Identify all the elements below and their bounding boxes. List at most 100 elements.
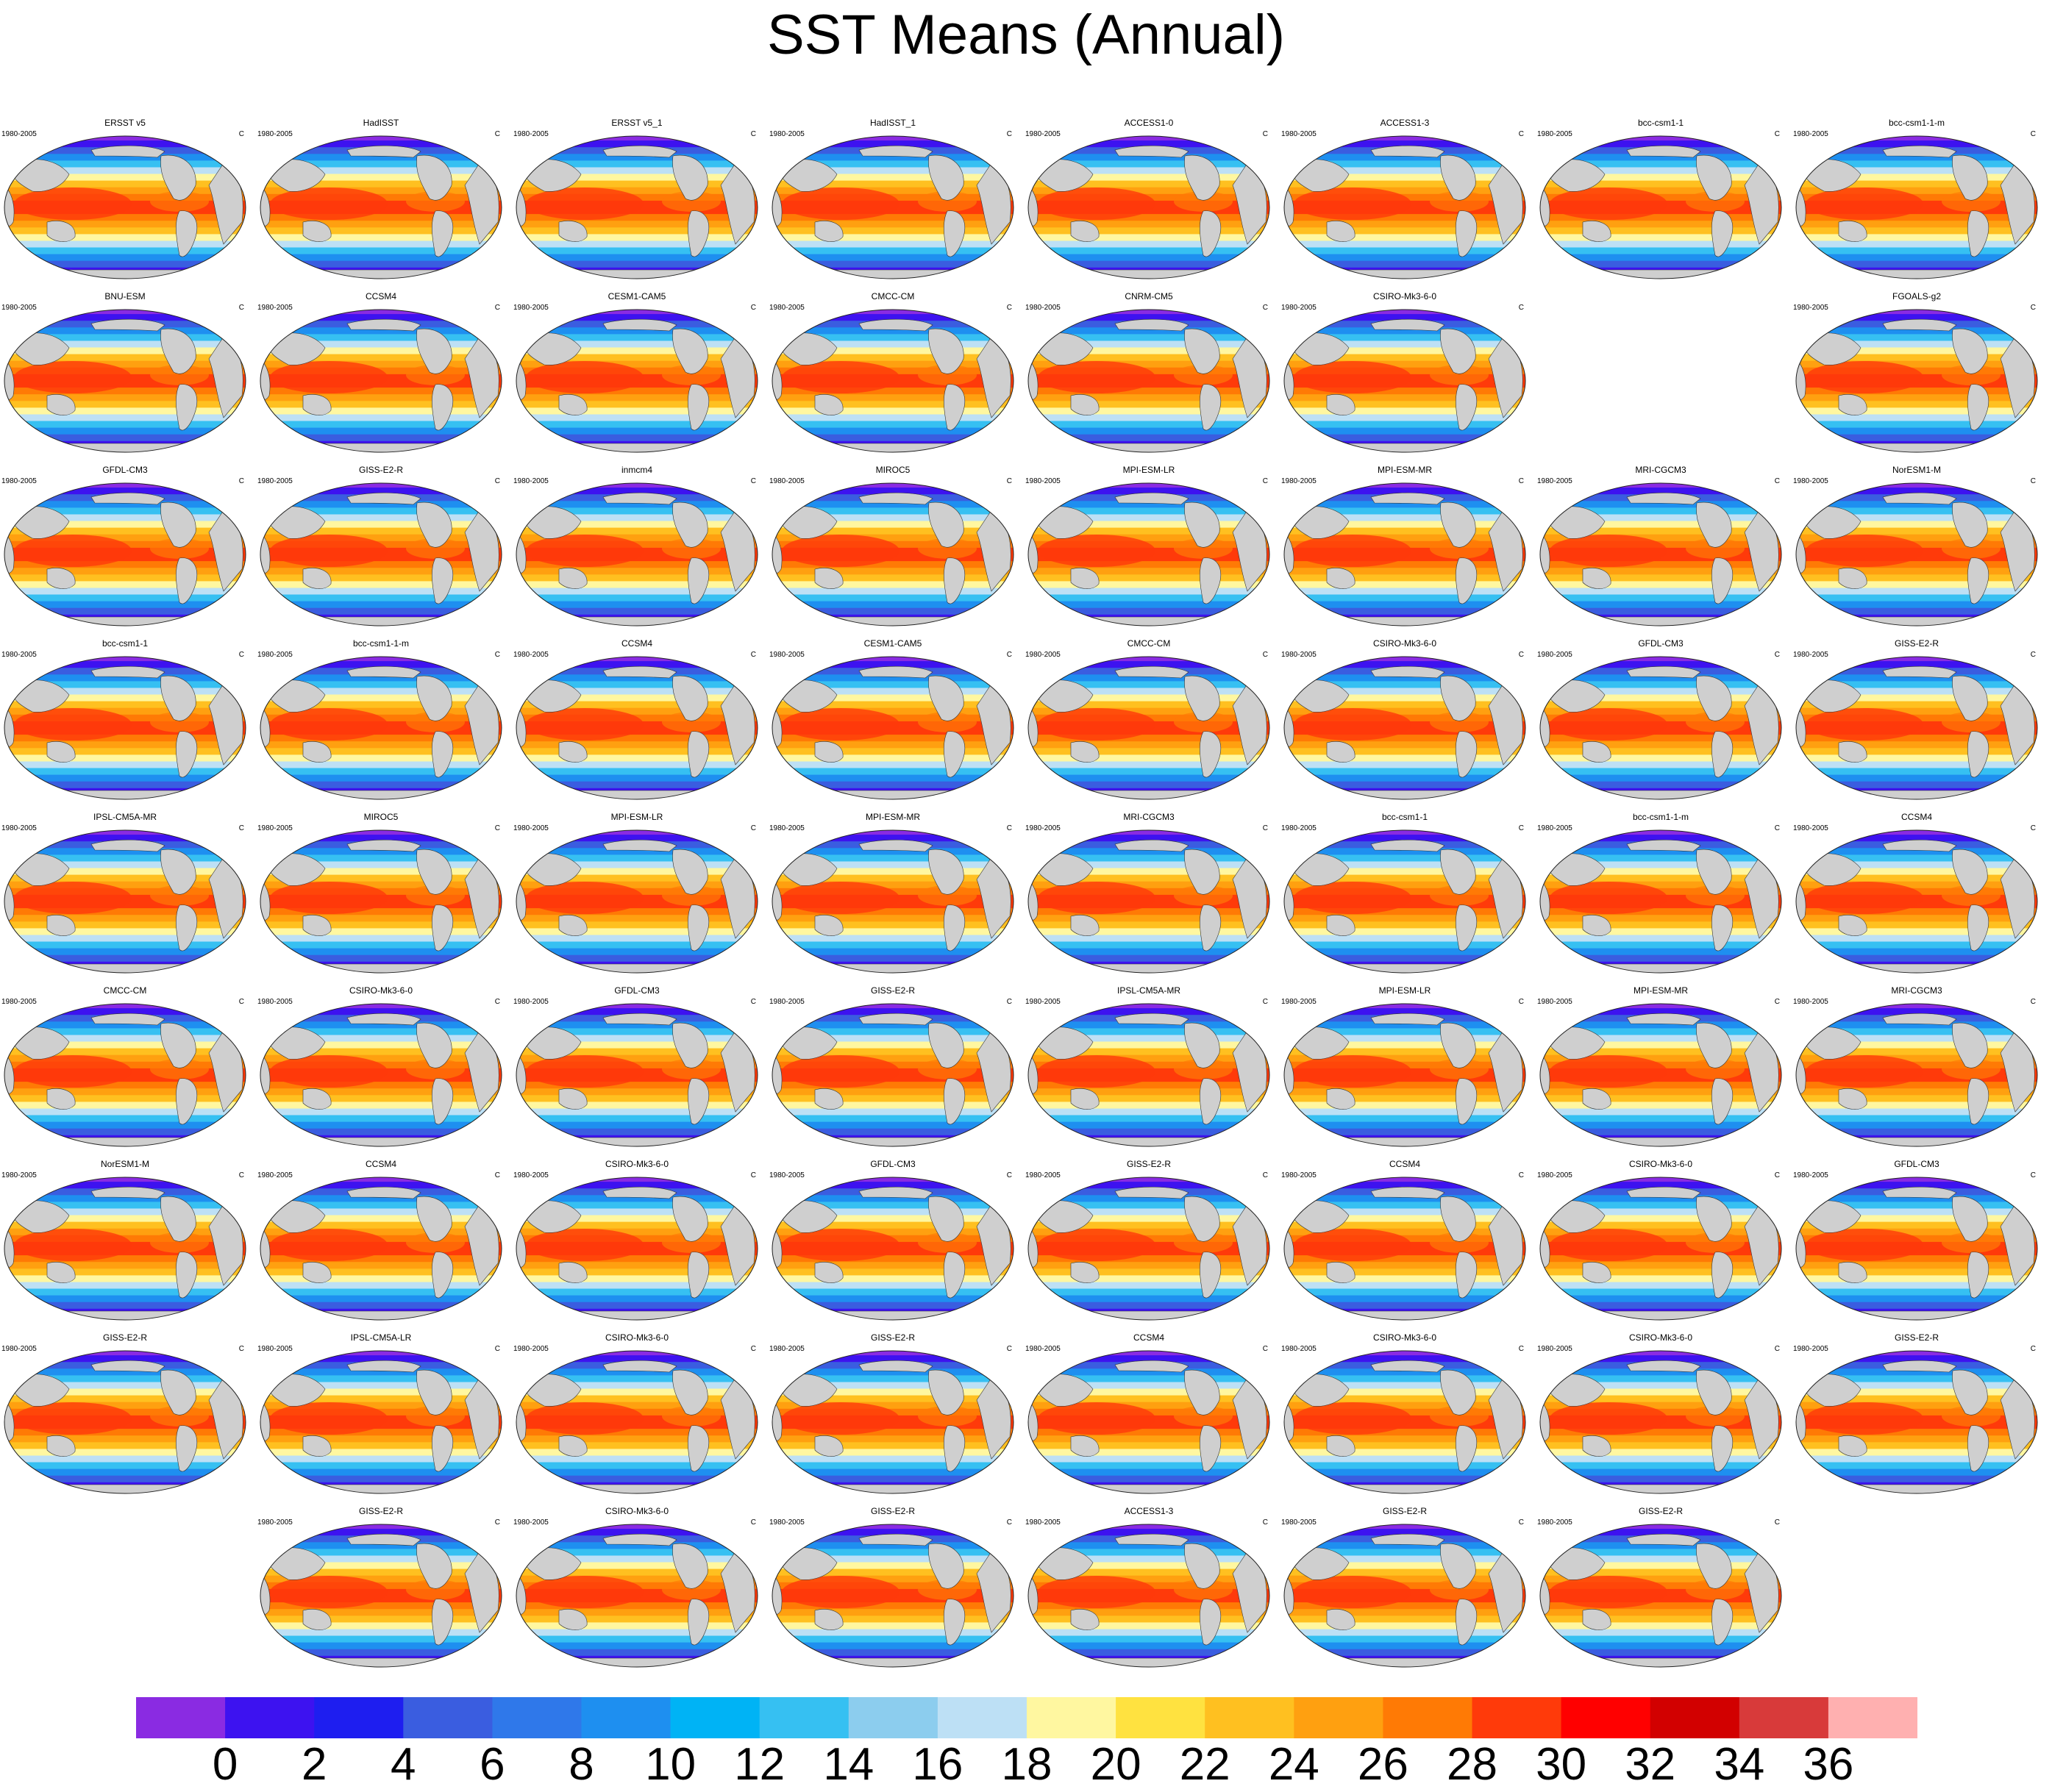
panel-period: 1980-2005 bbox=[1, 304, 37, 312]
panel-dataset-name: bcc-csm1-1 bbox=[1637, 118, 1684, 128]
panel-dataset-name: GISS-E2-R bbox=[870, 985, 915, 996]
panel-period: 1980-2005 bbox=[1793, 304, 1828, 312]
map-panel: CCSM4 1980-2005 C bbox=[1792, 812, 2042, 977]
map-panel: CMCC-CM 1980-2005 C bbox=[0, 985, 250, 1151]
map-panel: MPI-ESM-LR 1980-2005 C bbox=[1024, 465, 1274, 630]
map-panel: CMCC-CM 1980-2005 C bbox=[1024, 638, 1274, 804]
map-panel: GFDL-CM3 1980-2005 C bbox=[512, 985, 762, 1151]
panel-units: C bbox=[1262, 1171, 1268, 1179]
map-panel: GISS-E2-R 1980-2005 C bbox=[768, 1506, 1018, 1671]
map-panel: MPI-ESM-MR 1980-2005 C bbox=[768, 812, 1018, 977]
panel-period: 1980-2005 bbox=[257, 477, 293, 485]
panel-period: 1980-2005 bbox=[1, 130, 37, 138]
panel-dataset-name: HadISST_1 bbox=[869, 118, 916, 128]
map-panel: MRI-CGCM3 1980-2005 C bbox=[1536, 465, 1786, 630]
sst-map bbox=[1027, 134, 1271, 281]
panel-period: 1980-2005 bbox=[257, 1345, 293, 1353]
sst-map bbox=[259, 654, 503, 802]
panel-dataset-name: GISS-E2-R bbox=[358, 465, 403, 475]
sst-map bbox=[259, 1002, 503, 1149]
map-panel: ACCESS1-0 1980-2005 C bbox=[1024, 118, 1274, 283]
map-panel: CCSM4 1980-2005 C bbox=[1280, 1159, 1530, 1324]
panel-period: 1980-2005 bbox=[1537, 824, 1572, 832]
colorbar-tick-label: 22 bbox=[1179, 1739, 1230, 1790]
panel-dataset-name: CCSM4 bbox=[1900, 812, 1932, 822]
panel-dataset-name: GFDL-CM3 bbox=[870, 1159, 916, 1169]
panel-period: 1980-2005 bbox=[1793, 651, 1828, 659]
panel-units: C bbox=[494, 1518, 500, 1527]
sst-map bbox=[771, 307, 1015, 454]
panel-dataset-name: CMCC-CM bbox=[103, 985, 147, 996]
panel-period: 1980-2005 bbox=[257, 1171, 293, 1179]
colorbar-tick-label: 4 bbox=[391, 1739, 416, 1790]
sst-map bbox=[1539, 1522, 1783, 1669]
map-panel: IPSL-CM5A-LR 1980-2005 C bbox=[256, 1332, 506, 1498]
sst-map bbox=[259, 481, 503, 628]
panel-units: C bbox=[1774, 130, 1780, 138]
panel-dataset-name: MPI-ESM-MR bbox=[866, 812, 920, 822]
panel-units: C bbox=[494, 130, 500, 138]
panel-period: 1980-2005 bbox=[1, 651, 37, 659]
panel-units: C bbox=[1006, 651, 1012, 659]
map-panel: GISS-E2-R 1980-2005 C bbox=[1792, 1332, 2042, 1498]
colorbar-tick-label: 18 bbox=[1001, 1739, 1052, 1790]
map-panel: bcc-csm1-1 1980-2005 C bbox=[1536, 118, 1786, 283]
panel-dataset-name: bcc-csm1-1-m bbox=[1888, 118, 1945, 128]
panel-dataset-name: CSIRO-Mk3-6-0 bbox=[349, 985, 413, 996]
panel-units: C bbox=[1262, 1345, 1268, 1353]
panel-units: C bbox=[1518, 651, 1524, 659]
sst-map bbox=[771, 1522, 1015, 1669]
figure-title: SST Means (Annual) bbox=[766, 4, 1286, 66]
colorbar-segment bbox=[670, 1697, 760, 1738]
panel-dataset-name: GISS-E2-R bbox=[1638, 1506, 1683, 1516]
panel-units: C bbox=[238, 998, 244, 1006]
panel-units: C bbox=[2030, 998, 2036, 1006]
sst-map bbox=[1795, 1002, 2039, 1149]
panel-units: C bbox=[750, 1518, 756, 1527]
panel-units: C bbox=[2030, 1171, 2036, 1179]
panel-dataset-name: MRI-CGCM3 bbox=[1635, 465, 1686, 475]
sst-map bbox=[1539, 1349, 1783, 1496]
map-panel: GISS-E2-R 1980-2005 C bbox=[256, 465, 506, 630]
panel-period: 1980-2005 bbox=[1793, 130, 1828, 138]
sst-map bbox=[771, 1175, 1015, 1322]
map-panel: GFDL-CM3 1980-2005 C bbox=[0, 465, 250, 630]
panel-dataset-name: MIROC5 bbox=[363, 812, 399, 822]
panel-grid: ERSST v5 1980-2005 C HadISST 1980-2005 C ERSST… bbox=[0, 118, 2052, 1691]
map-panel: MRI-CGCM3 1980-2005 C bbox=[1024, 812, 1274, 977]
map-panel: CESM1-CAM5 1980-2005 C bbox=[512, 291, 762, 457]
map-panel: HadISST_1 1980-2005 C bbox=[768, 118, 1018, 283]
colorbar-segment bbox=[759, 1697, 849, 1738]
panel-period: 1980-2005 bbox=[1537, 651, 1572, 659]
map-panel: CSIRO-Mk3-6-0 1980-2005 C bbox=[1280, 291, 1530, 457]
sst-map bbox=[259, 1349, 503, 1496]
panel-units: C bbox=[238, 651, 244, 659]
panel-units: C bbox=[750, 1171, 756, 1179]
panel-period: 1980-2005 bbox=[1281, 651, 1317, 659]
panel-period: 1980-2005 bbox=[769, 477, 805, 485]
map-panel: MRI-CGCM3 1980-2005 C bbox=[1792, 985, 2042, 1151]
panel-period: 1980-2005 bbox=[257, 824, 293, 832]
panel-units: C bbox=[1006, 477, 1012, 485]
sst-map bbox=[771, 654, 1015, 802]
panel-dataset-name: CCSM4 bbox=[621, 638, 652, 649]
map-panel: GISS-E2-R 1980-2005 C bbox=[768, 985, 1018, 1151]
panel-units: C bbox=[1774, 477, 1780, 485]
colorbar-tick-label: 14 bbox=[823, 1739, 874, 1790]
panel-period: 1980-2005 bbox=[1281, 130, 1317, 138]
panel-units: C bbox=[494, 651, 500, 659]
sst-map bbox=[259, 1522, 503, 1669]
panel-units: C bbox=[1262, 824, 1268, 832]
colorbar-segment bbox=[1650, 1697, 1740, 1738]
panel-period: 1980-2005 bbox=[1025, 1171, 1061, 1179]
panel-period: 1980-2005 bbox=[513, 824, 549, 832]
sst-map bbox=[1539, 828, 1783, 975]
sst-map bbox=[771, 481, 1015, 628]
panel-units: C bbox=[238, 1345, 244, 1353]
colorbar-segment bbox=[492, 1697, 582, 1738]
colorbar-segment bbox=[314, 1697, 404, 1738]
panel-period: 1980-2005 bbox=[513, 130, 549, 138]
panel-dataset-name: IPSL-CM5A-LR bbox=[350, 1332, 412, 1343]
panel-units: C bbox=[750, 130, 756, 138]
panel-units: C bbox=[750, 1345, 756, 1353]
